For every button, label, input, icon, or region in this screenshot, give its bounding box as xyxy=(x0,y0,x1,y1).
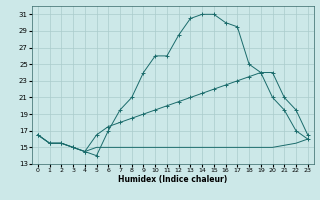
X-axis label: Humidex (Indice chaleur): Humidex (Indice chaleur) xyxy=(118,175,228,184)
